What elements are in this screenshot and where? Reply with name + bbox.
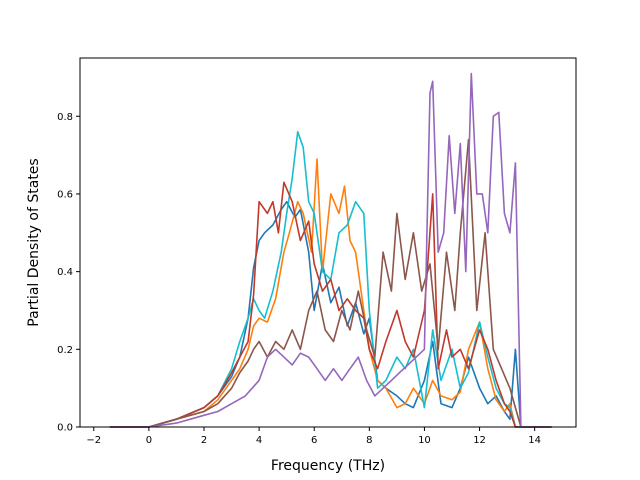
y-tick-label: 0.2 bbox=[57, 345, 73, 356]
series-line-6 bbox=[109, 72, 552, 428]
series-line-4 bbox=[109, 181, 552, 428]
series-line-5 bbox=[109, 138, 552, 428]
x-tick-label: 12 bbox=[473, 435, 486, 446]
x-tick-label: 4 bbox=[256, 435, 262, 446]
y-tick-label: 0.8 bbox=[57, 112, 73, 123]
y-tick-label: 0.0 bbox=[57, 423, 73, 434]
series-line-1 bbox=[109, 200, 552, 428]
series-line-3 bbox=[109, 131, 552, 428]
series-line-2 bbox=[109, 158, 552, 428]
x-axis-label: Frequency (THz) bbox=[271, 458, 385, 474]
plot-area bbox=[109, 72, 552, 428]
x-tick-label: 8 bbox=[366, 435, 372, 446]
y-tick-label: 0.4 bbox=[57, 267, 73, 278]
x-tick-label: 6 bbox=[311, 435, 317, 446]
y-axis-label: Partial Density of States bbox=[26, 158, 42, 326]
y-axis: 0.0 0.2 0.4 0.6 0.8 bbox=[57, 112, 80, 434]
y-tick-label: 0.6 bbox=[57, 189, 73, 200]
x-tick-label: 10 bbox=[418, 435, 431, 446]
axes-frame bbox=[79, 57, 577, 428]
x-tick-label: 2 bbox=[201, 435, 207, 446]
x-axis: −2 0 2 4 6 8 10 12 14 bbox=[86, 427, 541, 446]
x-tick-label: 14 bbox=[528, 435, 541, 446]
x-tick-label: 0 bbox=[146, 435, 152, 446]
x-tick-label: −2 bbox=[86, 435, 101, 446]
